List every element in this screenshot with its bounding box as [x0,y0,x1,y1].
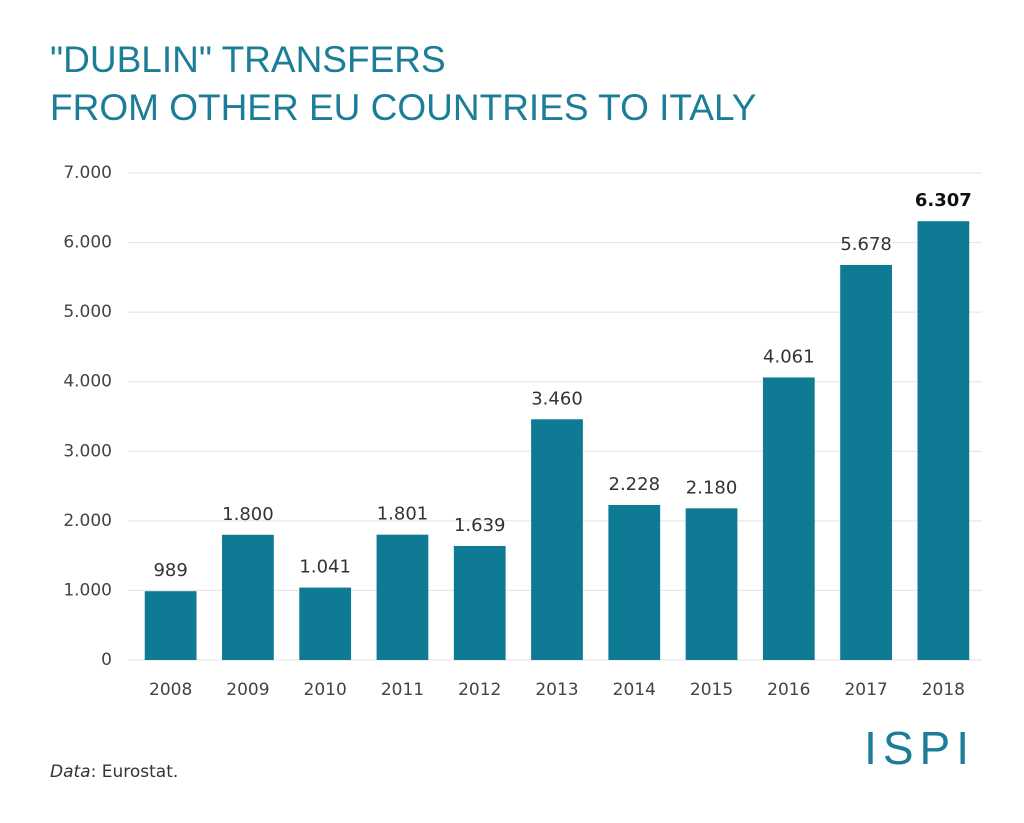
y-tick-label: 0 [101,650,112,670]
x-tick-label: 2013 [535,680,578,700]
value-label: 2.180 [686,477,738,498]
chart-title: "DUBLIN" TRANSFERS [50,39,446,80]
source-label: Data [50,762,91,782]
x-tick-label: 2014 [613,680,656,700]
value-label: 4.061 [763,346,815,367]
bar [608,504,661,660]
source: Data: Eurostat. [50,762,178,782]
value-label: 2.228 [609,474,661,495]
x-tick-label: 2018 [922,680,965,700]
y-tick-label: 3.000 [63,441,112,461]
x-tick-label: 2008 [149,680,192,700]
y-tick-label: 4.000 [63,372,112,392]
y-tick-label: 2.000 [63,511,112,531]
value-label: 3.460 [531,388,583,409]
x-tick-label: 2015 [690,680,733,700]
x-tick-label: 2012 [458,680,501,700]
chart-title: FROM OTHER EU COUNTRIES TO ITALY [50,87,757,128]
y-tick-label: 5.000 [63,302,112,322]
logo: ISPI [864,722,975,774]
bar [917,221,970,660]
x-tick-label: 2011 [381,680,424,700]
bar [144,591,197,660]
bar [531,419,583,660]
value-label: 989 [153,560,187,581]
bar [762,377,815,660]
source-text: : Eurostat. [91,762,179,782]
x-tick-label: 2010 [304,680,347,700]
bar [299,587,352,660]
bar [376,534,429,660]
value-label: 5.678 [840,234,892,255]
x-tick-label: 2017 [844,680,887,700]
x-tick-label: 2009 [226,680,269,700]
bar [840,264,892,660]
bar [453,545,506,660]
y-tick-label: 6.000 [63,233,112,253]
value-label: 1.801 [377,504,429,525]
value-label: 1.041 [299,557,351,578]
x-tick-label: 2016 [767,680,810,700]
value-label: 1.639 [454,515,506,536]
value-label: 6.307 [915,190,972,211]
y-tick-label: 1.000 [63,580,112,600]
bar [685,508,738,660]
value-label: 1.800 [222,504,274,525]
bar [222,534,274,660]
y-tick-label: 7.000 [63,163,112,183]
